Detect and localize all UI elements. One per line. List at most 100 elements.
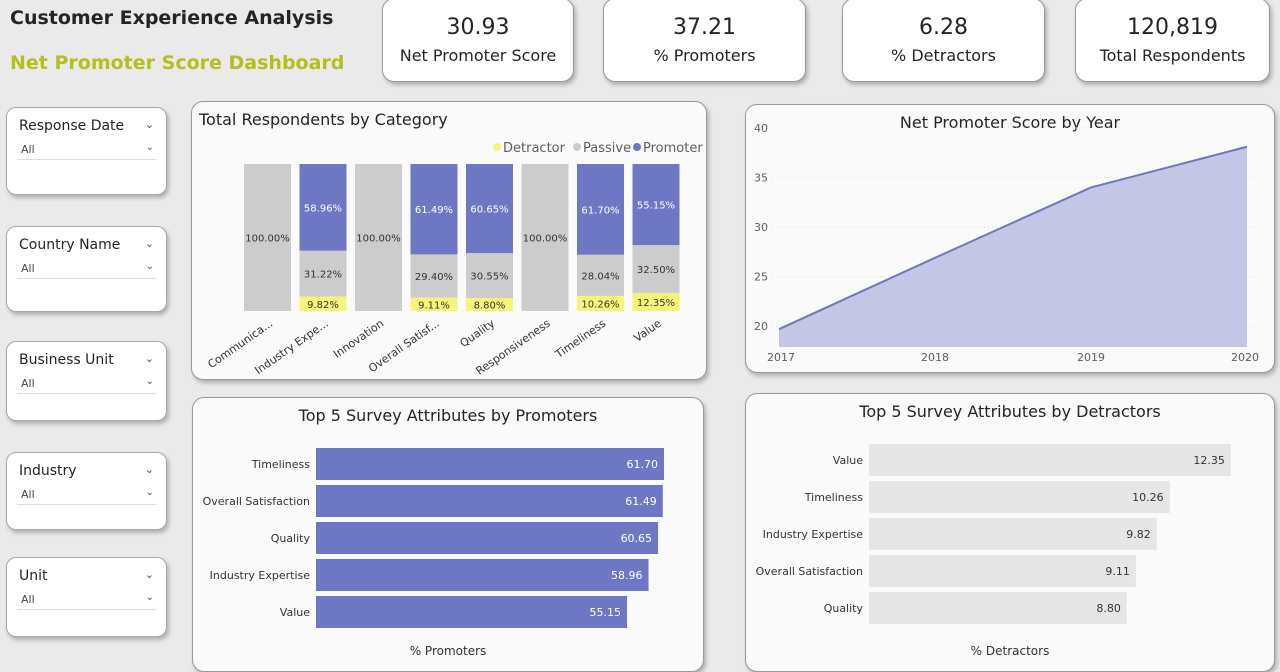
bar-segment-detractor [466, 298, 513, 311]
slicer-title: Unit [19, 568, 48, 584]
slicer-business-unit[interactable]: Business Unit ⌄ All ⌄ [6, 341, 167, 421]
y-tick-label: Industry Expertise [210, 569, 311, 582]
bar-segment-detractor [632, 292, 680, 311]
bar [316, 596, 628, 628]
chevron-down-icon: ⌄ [145, 261, 154, 272]
slicer-dropdown[interactable]: All ⌄ [17, 590, 156, 610]
hbar-chart: Timeliness 61.70 Overall Satisfaction 61.49… [203, 448, 664, 628]
data-label: 31.22% [304, 270, 342, 281]
slicer-title: Country Name [19, 237, 121, 253]
slicer-dropdown[interactable]: All ⌄ [17, 374, 156, 394]
report-title: Customer Experience Analysis [10, 7, 334, 29]
bar-segment-passive [299, 250, 347, 297]
bar-segment-detractor [410, 297, 458, 311]
data-label: 61.70% [581, 205, 619, 216]
chart-title: Net Promoter Score by Year [899, 113, 1121, 132]
data-label: 100.00% [523, 234, 568, 245]
data-label: 30.55% [470, 272, 508, 283]
slicer-value: All [21, 143, 35, 156]
bar [316, 522, 659, 554]
chart-title: Top 5 Survey Attributes by Detractors [859, 402, 1161, 421]
x-tick-label: 2020 [1231, 351, 1259, 364]
chevron-down-icon[interactable]: ⌄ [144, 352, 154, 365]
kpi-card-promoters: 37.21 % Promoters [603, 0, 806, 82]
slicer-industry[interactable]: Industry ⌄ All ⌄ [6, 452, 167, 530]
data-label: 60.65 [621, 532, 653, 545]
bar-segment-promoter [577, 164, 624, 255]
chart-top5-promoters: Top 5 Survey Attributes by Promoters % P… [192, 397, 704, 672]
kpi-card-respondents: 120,819 Total Respondents [1075, 0, 1270, 82]
data-label: 9.82 [1126, 528, 1151, 541]
slicer-response-date[interactable]: Response Date ⌄ All ⌄ [6, 107, 167, 195]
data-label: 61.49 [625, 495, 657, 508]
y-tick-label: Value [833, 454, 863, 467]
kpi-value: 37.21 [673, 15, 736, 40]
hbar-chart: Value 12.35 Timeliness 10.26 Industry Expert… [756, 444, 1231, 624]
data-label: 10.26 [1132, 491, 1164, 504]
data-label: 61.70 [626, 458, 658, 471]
data-label: 55.15% [637, 201, 675, 212]
y-tick-label: Quality [824, 602, 864, 615]
x-tick-label: Innovation [331, 317, 386, 361]
series-line [778, 145, 1248, 331]
slicer-unit[interactable]: Unit ⌄ All ⌄ [6, 557, 167, 637]
bar-segment-detractor [299, 296, 347, 311]
data-label: 12.35% [637, 298, 675, 309]
data-label: 55.15 [590, 606, 622, 619]
kpi-card-detractors: 6.28 % Detractors [842, 0, 1045, 82]
chevron-down-icon[interactable]: ⌄ [144, 463, 154, 476]
chart-title: Total Respondents by Category [199, 110, 448, 129]
kpi-label: Total Respondents [1099, 46, 1246, 65]
y-tick-label: 40 [754, 122, 768, 135]
chart-top5-detractors: Top 5 Survey Attributes by Detractors % … [745, 393, 1275, 672]
data-label: 32.50% [637, 265, 675, 276]
bar [869, 444, 1231, 476]
y-tick-label: 25 [754, 271, 768, 284]
bar [316, 485, 663, 517]
kpi-card-nps: 30.93 Net Promoter Score [382, 0, 574, 82]
data-label: 28.04% [581, 271, 619, 282]
data-label: 10.26% [581, 299, 619, 310]
bar [869, 481, 1170, 513]
bar [869, 518, 1157, 550]
slicer-value: All [21, 488, 35, 501]
chart-respondents-by-category: Total Respondents by Category Detractor P… [191, 101, 707, 380]
data-label: 58.96% [304, 203, 342, 214]
y-tick-label: Overall Satisfaction [203, 495, 310, 508]
x-tick-label: 2018 [921, 351, 949, 364]
slicer-title: Response Date [19, 118, 125, 134]
slicer-dropdown[interactable]: All ⌄ [17, 140, 156, 160]
bar [316, 448, 664, 480]
kpi-value: 120,819 [1127, 15, 1218, 40]
slicer-dropdown[interactable]: All ⌄ [17, 259, 156, 279]
data-label: 9.82% [307, 300, 339, 311]
bar-segment-promoter [410, 164, 458, 255]
y-tick-label: 35 [754, 172, 768, 185]
x-tick-label: Quality [458, 317, 498, 350]
slicer-value: All [21, 377, 35, 390]
kpi-label: % Promoters [653, 46, 756, 65]
bar-segment-passive [577, 254, 624, 296]
chevron-down-icon: ⌄ [145, 592, 154, 603]
y-tick-label: Timeliness [251, 458, 311, 471]
x-axis-title: % Detractors [970, 644, 1050, 658]
chevron-down-icon[interactable]: ⌄ [144, 237, 154, 250]
slicer-dropdown[interactable]: All ⌄ [17, 485, 156, 505]
chevron-down-icon[interactable]: ⌄ [144, 118, 154, 131]
bar-segment-passive [521, 164, 569, 311]
data-label: 9.11 [1105, 565, 1130, 578]
report-subtitle: Net Promoter Score Dashboard [10, 52, 345, 74]
bar-segment-passive [355, 164, 402, 311]
area-fill [779, 146, 1247, 347]
bar-segment-promoter [632, 164, 680, 246]
slicer-country-name[interactable]: Country Name ⌄ All ⌄ [6, 226, 167, 312]
slicer-value: All [21, 262, 35, 275]
slicer-value: All [21, 593, 35, 606]
chevron-down-icon: ⌄ [145, 376, 154, 387]
y-tick-label: Quality [271, 532, 311, 545]
x-axis-title: % Promoters [409, 644, 487, 658]
bar-segment-passive [244, 164, 291, 311]
data-label: 12.35 [1193, 454, 1225, 467]
legend-label: Detractor [503, 141, 566, 156]
chevron-down-icon[interactable]: ⌄ [144, 568, 154, 581]
